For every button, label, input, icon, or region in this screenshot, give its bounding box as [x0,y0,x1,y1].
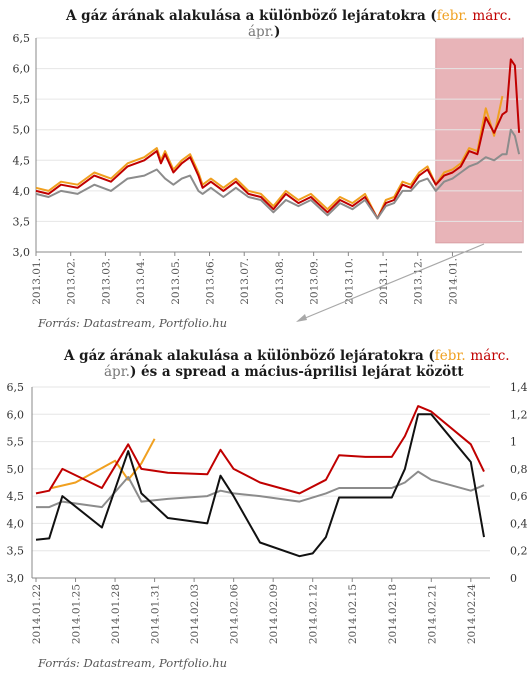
chart-2-x-tick-label: 2014.02.15 [347,584,359,644]
chart-2-y-tick-label: 5,5 [7,436,25,449]
chart-1-y-tick-label: 5,0 [13,124,31,137]
chart-2-source: Forrás: Datastream, Portfolio.hu [37,656,227,670]
chart-2-y2-tick-label: 0,2 [510,545,528,558]
chart-2-x-tick-label: 2014.02.18 [387,584,399,644]
chart-2-series-mar [35,405,485,495]
chart-2-y-tick-label: 4,0 [7,517,25,530]
chart-1-x-tick-label: 2013.08. [274,258,286,305]
chart-1-x-tick-label: 2013.04. [135,258,147,305]
chart-2-title-line2: ápr.) és a spread a mácius-áprilisi lejá… [104,364,464,380]
chart-1-y-tick-label: 4,5 [13,154,31,167]
chart-2-title-prefix: A gáz árának alakulása a különböző lejár… [63,348,435,364]
chart-1-x-tick-label: 2013.11. [378,258,390,305]
chart-2-y-tick-label: 4,5 [7,490,25,503]
chart-2-x-tick-label: 2014.01.22 [31,584,43,644]
chart-2-title-apr: ápr. [104,364,130,380]
chart-2-x-tick-label: 2014.02.09 [268,584,280,644]
chart-2-y-tick-label: 5,0 [7,463,25,476]
chart-1-title-prefix: A gáz árának alakulása a különböző lejár… [65,8,437,24]
connector-arrow-line [297,243,485,322]
chart-1-x-tick-label: 2013.06. [205,258,217,305]
chart-1-y-tick-label: 4,0 [13,185,31,198]
chart-1-x-tick-label: 2013.12. [413,258,425,305]
chart-2-y-tick-label: 6,0 [7,408,25,421]
chart-2-y-tick-label: 6,5 [7,381,25,394]
chart-1-y-tick-label: 3,5 [13,215,31,228]
chart-2-series-spread [35,413,485,558]
chart-1-title-suffix: ) [274,24,280,40]
connector-arrow-head [296,314,307,322]
chart-2-y2-tick-label: 0,8 [510,463,528,476]
chart-2-x-tick-label: 2014.01.31 [150,584,162,644]
chart-2-title-feb: febr. [435,348,466,364]
chart-2-series-apr [36,470,485,509]
chart-2-x-tick-label: 2014.01.25 [71,584,83,644]
chart-2-y2-tick-label: 1,4 [510,381,528,394]
chart-1-x-tick-label: 2013.01. [31,258,43,305]
chart-2-x-tick-label: 2014.02.12 [308,584,320,644]
chart-1-y-tick-label: 3,0 [13,246,31,259]
chart-1-title-feb: febr. [437,8,468,24]
chart-1-series-mar [35,58,521,220]
chart-1-x-tick-label: 2013.05. [170,258,182,305]
chart-2-x-tick-label: 2014.01.28 [110,584,122,644]
chart-2-title-mar: márc. [470,348,509,364]
chart-1-x-tick-label: 2013.10. [343,258,355,305]
chart-1-x-tick-label: 2013.07. [239,258,251,305]
chart-2-x-tick-label: 2014.02.21 [426,584,438,644]
chart-2-y-tick-label: 3,0 [7,572,25,585]
chart-2-y2-tick-label: 1 [510,436,517,449]
chart-1-x-tick-label: 2013.02. [66,258,78,305]
chart-2-y2-tick-label: 0 [510,572,517,585]
chart-2-y2-tick-label: 0,4 [510,517,528,530]
chart-1-x-tick-label: 2013.09. [309,258,321,305]
chart-1-y-tick-label: 6,5 [13,32,31,45]
chart-1-y-tick-label: 5,5 [13,93,31,106]
chart-1-y-tick-label: 6,0 [13,63,31,76]
chart-2-title-suffix: ) és a spread a mácius-áprilisi lejárat … [130,364,464,380]
chart-1-series-feb [35,95,504,220]
chart-2-x-tick-label: 2014.02.06 [229,584,241,644]
chart-1-title-line2: ápr.) [248,24,280,40]
chart-2-y2-tick-label: 1,2 [510,408,528,421]
chart-1-source: Forrás: Datastream, Portfolio.hu [37,316,227,330]
chart-2-y-tick-label: 3,5 [7,545,25,558]
chart-2-x-tick-label: 2014.02.03 [189,584,201,644]
chart-1-x-tick-label: 2013.03. [100,258,112,305]
chart-2-title: A gáz árának alakulása a különböző lejár… [63,348,510,364]
chart-1-title-mar: márc. [472,8,511,24]
chart-1-series-apr [35,128,521,220]
chart-1-title: A gáz árának alakulása a különböző lejár… [65,8,512,24]
chart-1-x-tick-label: 2014.01. [447,258,459,305]
chart-1-title-apr: ápr. [248,24,274,40]
chart-2-y2-tick-label: 0,6 [510,490,528,503]
chart-2-x-tick-label: 2014.02.24 [466,584,478,644]
